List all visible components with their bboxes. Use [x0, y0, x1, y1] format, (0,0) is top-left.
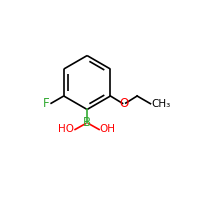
- Text: F: F: [43, 97, 50, 110]
- Text: OH: OH: [100, 124, 116, 134]
- Text: HO: HO: [58, 124, 74, 134]
- Text: O: O: [119, 97, 128, 110]
- Text: CH₃: CH₃: [152, 99, 171, 109]
- Text: B: B: [83, 116, 91, 129]
